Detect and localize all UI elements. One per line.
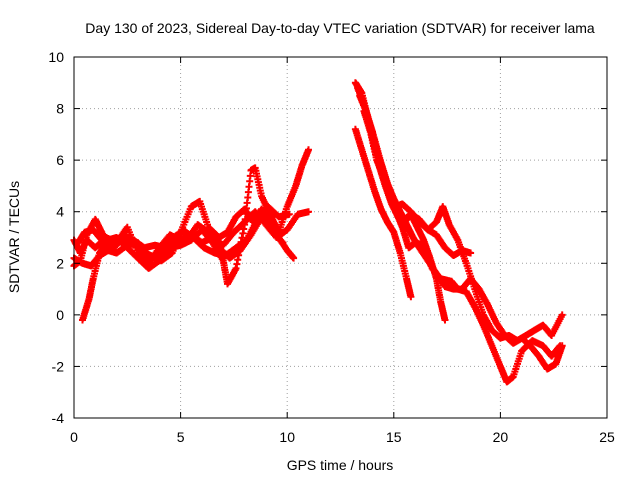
series-track-9 (351, 125, 415, 301)
y-tick-label: 8 (56, 101, 64, 117)
x-tick-label: 0 (70, 429, 78, 445)
x-tick-label: 25 (599, 429, 615, 445)
plot-frame (73, 56, 608, 419)
series-track-5 (74, 213, 287, 262)
y-tick-label: 4 (56, 204, 64, 220)
data-marker-group (364, 115, 566, 373)
x-axis-label: GPS time / hours (287, 457, 394, 473)
series-track-11 (364, 115, 566, 373)
grid (74, 57, 607, 418)
data-marker-group (74, 213, 287, 262)
x-tick-label: 20 (493, 429, 509, 445)
x-axis-ticks: 0 5 10 15 20 25 (70, 57, 615, 445)
y-tick-label: 0 (56, 307, 64, 323)
y-axis-ticks: -4 -2 0 2 4 6 8 10 (48, 49, 607, 426)
data-marker-group (351, 125, 415, 301)
data-series (70, 79, 566, 386)
series-track-7 (354, 84, 564, 386)
data-marker-group (354, 84, 564, 386)
y-tick-label: 10 (48, 49, 64, 65)
y-tick-label: -2 (52, 358, 65, 374)
y-tick-label: -4 (52, 410, 65, 426)
y-axis-label: SDTVAR / TECUs (6, 181, 22, 293)
y-tick-label: 6 (56, 152, 64, 168)
x-tick-label: 15 (386, 429, 402, 445)
y-tick-label: 2 (56, 255, 64, 271)
x-tick-label: 5 (177, 429, 185, 445)
x-tick-label: 10 (279, 429, 295, 445)
chart-title: Day 130 of 2023, Sidereal Day-to-day VTE… (85, 20, 595, 36)
